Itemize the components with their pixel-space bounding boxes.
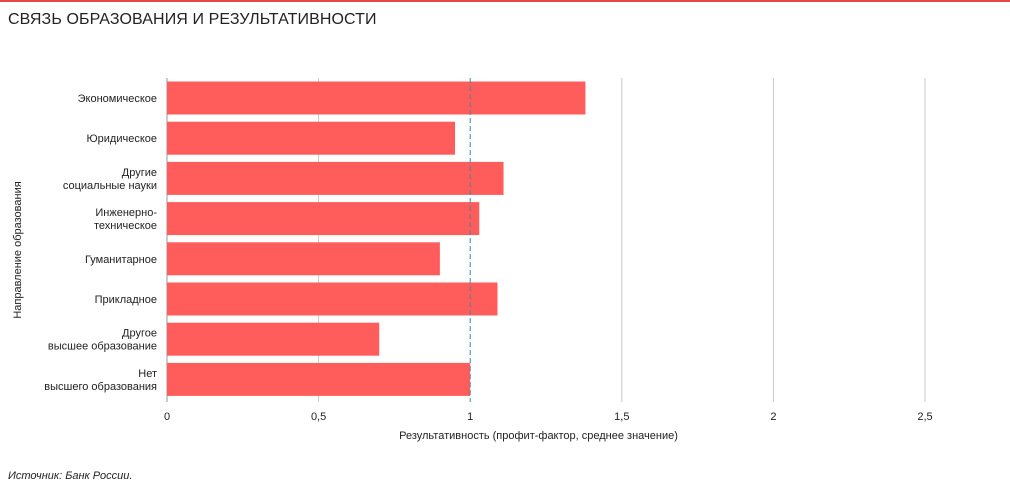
category-label-3-line-1: техническое (94, 220, 157, 232)
bar-1 (167, 121, 456, 155)
category-label-4: Гуманитарное (85, 254, 157, 266)
x-axis-label: Результативность (профит-фактор, среднее… (399, 430, 678, 442)
category-label-2-line-0: Другие (122, 167, 157, 179)
chart-title: СВЯЗЬ ОБРАЗОВАНИЯ И РЕЗУЛЬТАТИВНОСТИ (8, 11, 377, 28)
bar-2 (167, 161, 504, 195)
category-label-1: Юридическое (87, 133, 157, 145)
category-label-3: Инженерно-техническое (94, 207, 157, 232)
bar-5 (167, 282, 498, 316)
category-label-2: Другие социальные науки (63, 167, 157, 192)
category-label-3-line-0: Инженерно- (95, 207, 157, 219)
category-label-7: Нет высшего образования (44, 368, 157, 393)
x-tick-label-4: 2 (770, 411, 776, 423)
category-label-0: Экономическое (78, 93, 157, 105)
bar-6 (167, 322, 380, 356)
category-label-2-line-1: социальные науки (63, 180, 157, 192)
x-tick-label-0: 0 (164, 411, 170, 423)
x-tick-label-2: 1 (467, 411, 473, 423)
y-axis-label: Направление образования (12, 181, 24, 318)
bar-7 (167, 362, 471, 396)
category-label-6-line-1: высшее образование (48, 341, 157, 353)
bar-chart: Экономическое Юридическое Другие социальные… (12, 78, 933, 442)
category-labels: Экономическое Юридическое Другие социальные… (44, 93, 157, 393)
category-label-5-line-0: Прикладное (95, 294, 157, 306)
source-note: Источник: Банк России. (8, 470, 133, 482)
x-tick-label-3: 1,5 (614, 411, 629, 423)
bars (167, 81, 586, 396)
bar-4 (167, 242, 440, 276)
bar-3 (167, 202, 480, 236)
x-tick-labels: 0 0,5 1 1,5 2 2,5 (164, 411, 933, 423)
category-label-7-line-0: Нет (138, 368, 157, 380)
category-label-5: Прикладное (95, 294, 157, 306)
category-label-6: Другое высшее образование (48, 328, 157, 353)
category-label-1-line-0: Юридическое (87, 133, 157, 145)
bar-0 (167, 81, 586, 115)
x-tick-label-1: 0,5 (311, 411, 326, 423)
category-label-4-line-0: Гуманитарное (85, 254, 157, 266)
top-accent-rule (0, 0, 1010, 2)
category-label-0-line-0: Экономическое (78, 93, 157, 105)
x-tick-label-5: 2,5 (917, 411, 932, 423)
category-label-6-line-0: Другое (122, 328, 157, 340)
category-label-7-line-1: высшего образования (44, 381, 157, 393)
